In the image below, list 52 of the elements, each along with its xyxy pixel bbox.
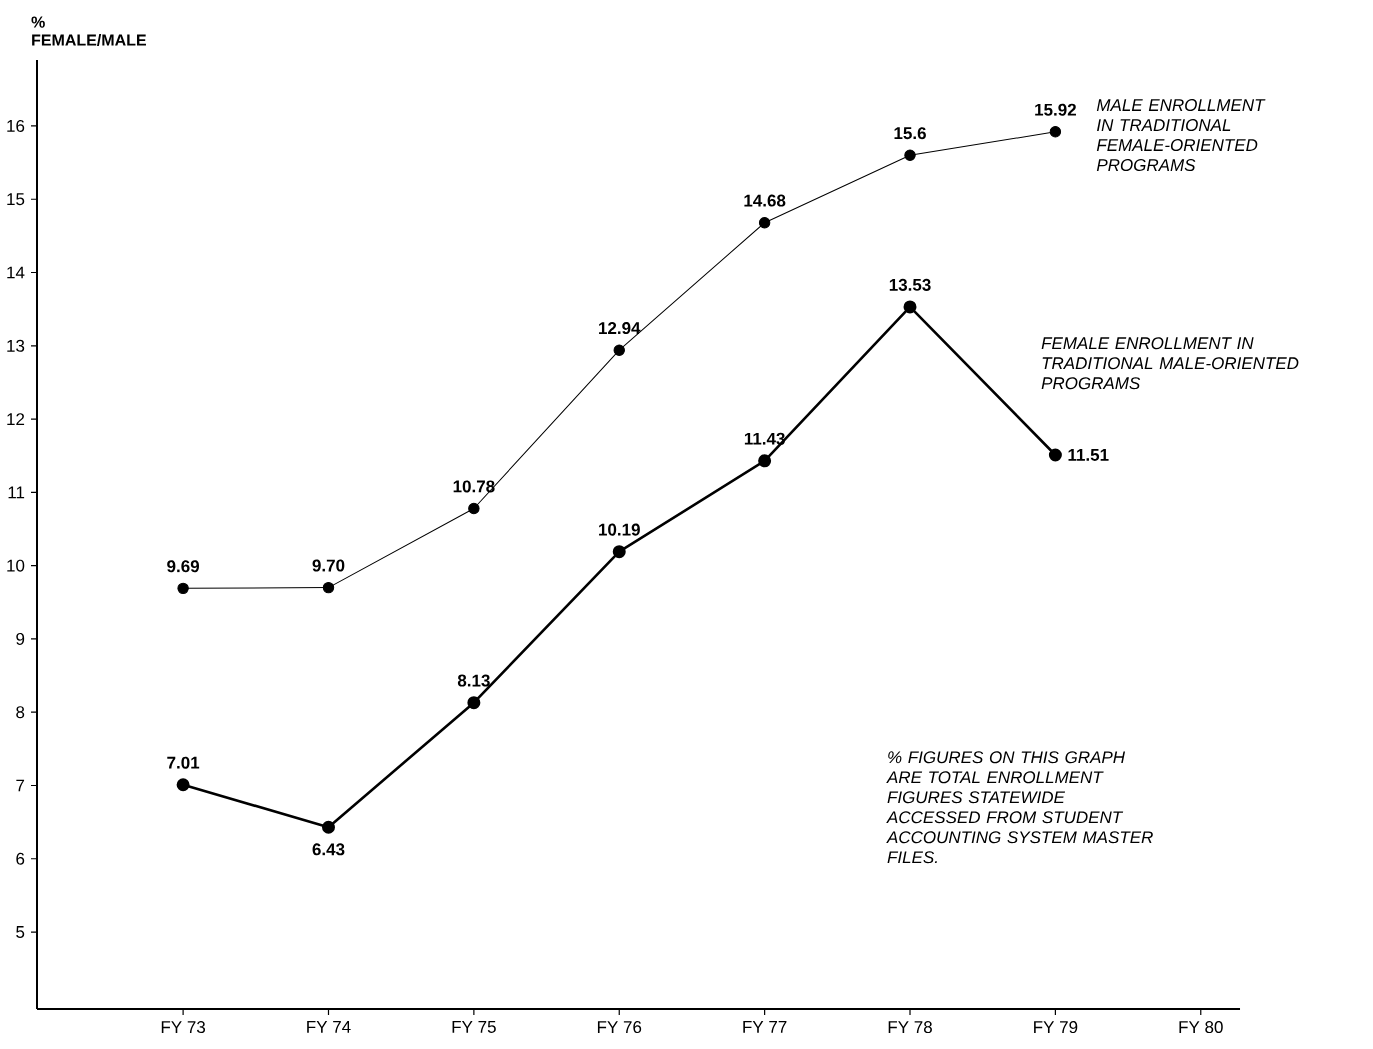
y-tick-label: 9 bbox=[16, 632, 25, 645]
point bbox=[1049, 126, 1062, 138]
data-label: 11.51 bbox=[1068, 449, 1109, 461]
point bbox=[468, 502, 480, 515]
annotation: % FIGURES ON THIS GRAPH ARE TOTAL ENROLLMENT FIGURES STATEWIDE ACCESSED FROM STUDENT ACCOUNTING SYSTEM MASTER FILES. bbox=[886, 751, 1153, 864]
data-label: 15.92 bbox=[1035, 103, 1076, 116]
data-label: 10.19 bbox=[599, 523, 640, 536]
y-tick-label: 5 bbox=[16, 926, 25, 938]
x-tick-label: FY 76 bbox=[597, 1021, 642, 1034]
data-label: 9.69 bbox=[167, 560, 200, 573]
y-tick-label: 7 bbox=[16, 779, 25, 792]
x-tick-label: FY 78 bbox=[888, 1021, 932, 1034]
y-tick-label: 8 bbox=[16, 706, 25, 719]
point bbox=[177, 582, 189, 595]
data-label: 10.78 bbox=[453, 480, 495, 493]
data-label: 6.43 bbox=[312, 843, 345, 856]
y-tick-label: 14 bbox=[7, 266, 25, 279]
y-tick-label: 10 bbox=[7, 559, 25, 572]
point bbox=[321, 820, 335, 834]
point bbox=[758, 454, 772, 468]
point bbox=[176, 778, 190, 792]
data-label: 11.43 bbox=[744, 432, 785, 445]
data-label: 8.13 bbox=[457, 674, 490, 687]
y-tick-label: 13 bbox=[7, 339, 25, 352]
data-label: 14.68 bbox=[744, 194, 786, 207]
x-tick-label: FY 79 bbox=[1034, 1021, 1078, 1034]
x-tick-label: FY 80 bbox=[1179, 1021, 1223, 1034]
data-label: 13.53 bbox=[889, 278, 931, 291]
point bbox=[467, 696, 481, 710]
y-tick-label: 11 bbox=[8, 486, 25, 499]
point bbox=[612, 545, 626, 559]
point bbox=[613, 344, 625, 356]
data-label: 15.6 bbox=[894, 127, 926, 140]
text: MALE ENROLLMENT IN TRADITIONAL FEMALE-ORIENTED PROGRAMS bbox=[1096, 99, 1266, 172]
data-label: 12.94 bbox=[599, 322, 641, 335]
y-tick-label: 6 bbox=[16, 852, 25, 865]
x-tick-label: FY 75 bbox=[452, 1021, 496, 1033]
x-tick-label: FY 77 bbox=[743, 1021, 787, 1033]
point bbox=[1048, 448, 1062, 462]
point bbox=[322, 581, 335, 594]
point bbox=[903, 300, 917, 314]
y-tick-label: 16 bbox=[7, 119, 25, 132]
y-axis-title: % FEMALE/MALE bbox=[31, 16, 146, 46]
y-tick-label: 12 bbox=[7, 413, 25, 426]
text: FEMALE ENROLLMENT IN TRADITIONAL MALE-ORIENTED PROGRAMS bbox=[1041, 337, 1299, 390]
point bbox=[904, 149, 916, 161]
data-label: 7.01 bbox=[167, 756, 200, 769]
data-label: 9.70 bbox=[312, 559, 345, 572]
x-tick-label: FY 73 bbox=[161, 1021, 206, 1034]
point bbox=[758, 216, 771, 229]
y-tick-label: 15 bbox=[7, 193, 25, 206]
x-tick-label: FY 74 bbox=[307, 1021, 351, 1033]
